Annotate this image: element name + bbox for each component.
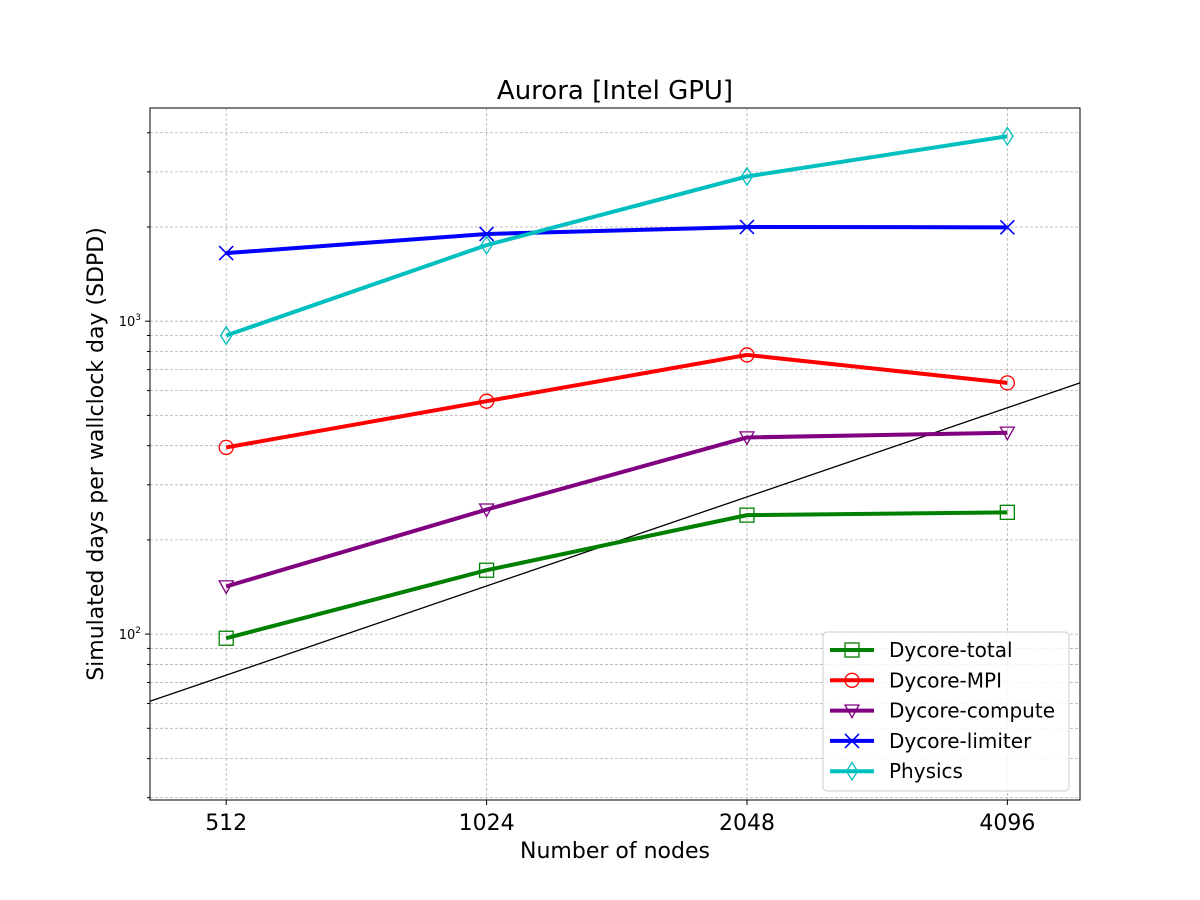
data-point [478,393,495,409]
y-tick-label: 103 [119,313,141,330]
legend-label: Dycore-total [889,638,1013,662]
data-point [999,426,1016,442]
series-line [225,352,1008,450]
legend-label: Physics [889,759,963,783]
data-point [739,507,755,523]
data-point [218,580,235,595]
data-point [480,235,493,256]
series-dycore-total [218,504,1015,646]
x-tick-label: 512 [205,811,247,836]
x-tick-label: 2048 [719,811,775,836]
legend-item: Dycore-MPI [830,668,1002,692]
data-point [478,503,495,518]
series-line [225,510,1008,641]
legend-marker [844,672,860,688]
series-line [225,430,1008,589]
y-axis-label: Simulated days per wallclock day (SDPD) [84,227,109,681]
legend-marker [843,704,861,719]
marker-stroke [479,226,495,242]
data-point [218,630,234,646]
legend-label: Dycore-limiter [889,729,1032,753]
x-axis-label: Number of nodes [520,839,710,864]
y-tick-label: 102 [119,626,141,643]
x-ticks: 512 1024 2048 4096 [205,800,1035,836]
data-point [740,166,754,187]
x-tick-label: 1024 [459,811,515,836]
data-point [219,325,233,346]
data-point [739,347,755,363]
data-point [218,245,234,261]
series-line [225,134,1008,338]
series-dycore-limiter [218,219,1015,261]
legend-box [822,631,1070,792]
data-point [218,439,234,456]
data-point [739,219,755,235]
series-dycore-compute [218,426,1016,595]
legend: Dycore-total Dycore-MPI Dycore-compute Dyco… [822,631,1070,792]
x-tick-label: 4096 [979,811,1035,836]
legend-marker [844,642,860,658]
data-point [999,375,1015,391]
data-point [999,219,1015,235]
legend-label: Dycore-MPI [889,668,1002,692]
marker-stroke [739,219,755,235]
y-ticks: 102 103 [119,132,150,799]
data-point [999,504,1015,520]
data-point [479,226,495,242]
legend-marker [844,733,860,749]
legend-item: Dycore-compute [830,699,1055,723]
series-group [218,126,1016,646]
data-point [738,431,756,446]
legend-item: Physics [830,759,963,783]
legend-marker [845,761,859,782]
data-point [478,562,495,578]
plot-frame [149,107,1081,801]
chart-title: Aurora [Intel GPU] [497,76,733,106]
marker-stroke [999,219,1015,235]
data-point [1000,126,1014,147]
legend-item: Dycore-limiter [830,729,1032,753]
legend-label: Dycore-compute [889,699,1055,723]
series-dycore-mpi [218,347,1015,456]
legend-item: Dycore-total [830,638,1013,662]
series-physics [219,126,1014,346]
marker-stroke [844,733,860,749]
series-line [226,224,1008,256]
marker-stroke [218,245,234,261]
